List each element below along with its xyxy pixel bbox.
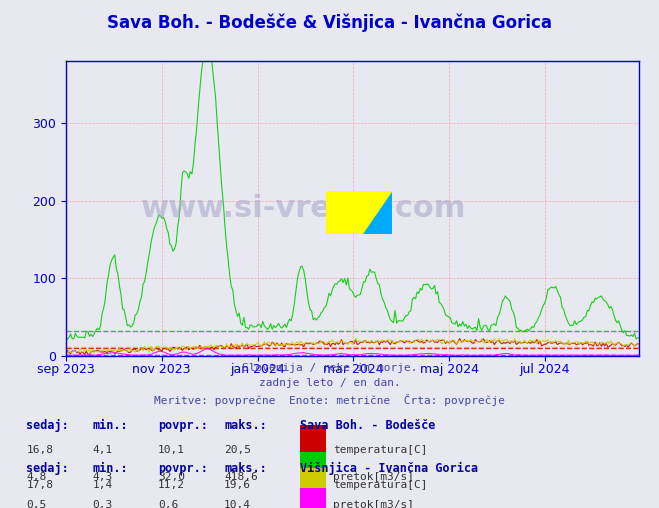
Bar bbox=[300, 425, 326, 457]
Text: 10,1: 10,1 bbox=[158, 445, 185, 455]
Text: temperatura[C]: temperatura[C] bbox=[333, 480, 427, 490]
Text: 17,8: 17,8 bbox=[26, 480, 53, 490]
Bar bbox=[300, 468, 326, 489]
Text: 4,1: 4,1 bbox=[92, 445, 113, 455]
Text: 19,6: 19,6 bbox=[224, 480, 251, 490]
Text: maks.:: maks.: bbox=[224, 462, 267, 475]
Text: sedaj:: sedaj: bbox=[26, 462, 69, 475]
Text: min.:: min.: bbox=[92, 419, 128, 432]
Text: 32,0: 32,0 bbox=[158, 472, 185, 483]
Text: 10,4: 10,4 bbox=[224, 500, 251, 508]
Text: 1,4: 1,4 bbox=[92, 480, 113, 490]
Text: pretok[m3/s]: pretok[m3/s] bbox=[333, 500, 414, 508]
Text: Sava Boh. - Bodešče & Višnjica - Ivančna Gorica: Sava Boh. - Bodešče & Višnjica - Ivančna… bbox=[107, 14, 552, 32]
Text: Sava Boh. - Bodešče: Sava Boh. - Bodešče bbox=[300, 419, 435, 432]
Text: 0,6: 0,6 bbox=[158, 500, 179, 508]
Bar bbox=[300, 488, 326, 508]
Text: zadnje leto / en dan.: zadnje leto / en dan. bbox=[258, 378, 401, 389]
Text: temperatura[C]: temperatura[C] bbox=[333, 445, 427, 455]
Text: 0,5: 0,5 bbox=[26, 500, 47, 508]
Text: 4,8: 4,8 bbox=[26, 472, 47, 483]
Text: pretok[m3/s]: pretok[m3/s] bbox=[333, 472, 414, 483]
Text: Višnjica - Ivančna Gorica: Višnjica - Ivančna Gorica bbox=[300, 462, 478, 475]
Text: maks.:: maks.: bbox=[224, 419, 267, 432]
Text: Meritve: povprečne  Enote: metrične  Črta: povprečje: Meritve: povprečne Enote: metrične Črta:… bbox=[154, 394, 505, 406]
Text: sedaj:: sedaj: bbox=[26, 419, 69, 432]
Bar bbox=[300, 452, 326, 485]
Text: Slovenija / reke in morje.: Slovenija / reke in morje. bbox=[242, 363, 417, 373]
Text: www.si-vreme.com: www.si-vreme.com bbox=[140, 194, 466, 223]
Text: 418,6: 418,6 bbox=[224, 472, 258, 483]
Text: povpr.:: povpr.: bbox=[158, 419, 208, 432]
Text: 4,3: 4,3 bbox=[92, 472, 113, 483]
Text: min.:: min.: bbox=[92, 462, 128, 475]
Text: 16,8: 16,8 bbox=[26, 445, 53, 455]
Polygon shape bbox=[362, 190, 392, 234]
Text: 11,2: 11,2 bbox=[158, 480, 185, 490]
Text: 20,5: 20,5 bbox=[224, 445, 251, 455]
Text: povpr.:: povpr.: bbox=[158, 462, 208, 475]
Text: 0,3: 0,3 bbox=[92, 500, 113, 508]
